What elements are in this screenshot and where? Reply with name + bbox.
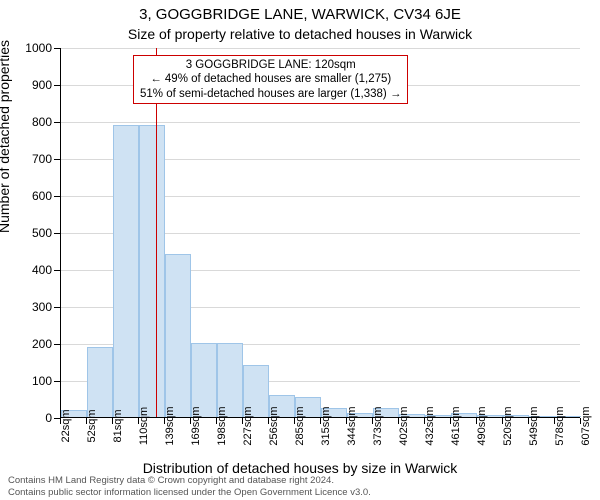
y-tick-label: 100 [32, 374, 52, 388]
x-tick-label: 110sqm [138, 407, 150, 445]
x-tick-label: 549sqm [528, 406, 540, 445]
footer: Contains HM Land Registry data © Crown c… [8, 475, 371, 498]
figure: 3, GOGGBRIDGE LANE, WARWICK, CV34 6JE Si… [0, 0, 600, 500]
histogram-bar [139, 125, 165, 417]
y-tick-label: 300 [32, 300, 52, 314]
y-tick-label: 900 [32, 78, 52, 92]
y-tick-label: 1000 [25, 41, 52, 55]
x-tick-label: 169sqm [190, 406, 202, 445]
x-tick-label: 461sqm [450, 406, 462, 445]
histogram-bar [87, 347, 113, 417]
x-tick-label: 432sqm [424, 406, 436, 445]
annotation-line-3: 51% of semi-detached houses are larger (… [140, 87, 401, 101]
y-tick-label: 800 [32, 115, 52, 129]
annotation-line-1: 3 GOGGBRIDGE LANE: 120sqm [140, 58, 401, 72]
y-tick-label: 700 [32, 152, 52, 166]
histogram-bar [113, 125, 139, 417]
x-tick-label: 520sqm [502, 406, 514, 445]
chart-title-line2: Size of property relative to detached ho… [0, 26, 600, 42]
x-tick-label: 198sqm [216, 406, 228, 445]
footer-line-2: Contains public sector information licen… [8, 487, 371, 498]
y-tick-label: 200 [32, 337, 52, 351]
annotation-box: 3 GOGGBRIDGE LANE: 120sqm ← 49% of detac… [133, 55, 408, 104]
footer-line-1: Contains HM Land Registry data © Crown c… [8, 475, 371, 486]
y-tick-label: 500 [32, 226, 52, 240]
x-tick-label: 81sqm [112, 409, 124, 442]
y-axis-ticks: 01002003004005006007008009001000 [0, 48, 60, 418]
annotation-line-2: ← 49% of detached houses are smaller (1,… [140, 72, 401, 86]
x-tick-label: 490sqm [476, 406, 488, 445]
x-tick-label: 22sqm [60, 409, 72, 442]
x-tick-label: 373sqm [372, 406, 384, 445]
x-tick-label: 607sqm [580, 406, 592, 445]
x-tick-label: 256sqm [268, 406, 280, 445]
x-tick-label: 139sqm [164, 406, 176, 445]
chart-title-line1: 3, GOGGBRIDGE LANE, WARWICK, CV34 6JE [0, 6, 600, 23]
x-tick-label: 285sqm [294, 406, 306, 445]
x-tick-label: 227sqm [242, 406, 254, 445]
x-tick-label: 315sqm [320, 406, 332, 445]
y-tick-label: 600 [32, 189, 52, 203]
histogram-bar [165, 254, 191, 417]
x-tick-label: 402sqm [398, 406, 410, 445]
y-tick-label: 0 [45, 411, 52, 425]
x-axis-label: Distribution of detached houses by size … [0, 460, 600, 476]
y-tick-label: 400 [32, 263, 52, 277]
x-tick-label: 578sqm [554, 406, 566, 445]
x-tick-label: 52sqm [86, 409, 98, 442]
x-tick-label: 344sqm [346, 406, 358, 445]
